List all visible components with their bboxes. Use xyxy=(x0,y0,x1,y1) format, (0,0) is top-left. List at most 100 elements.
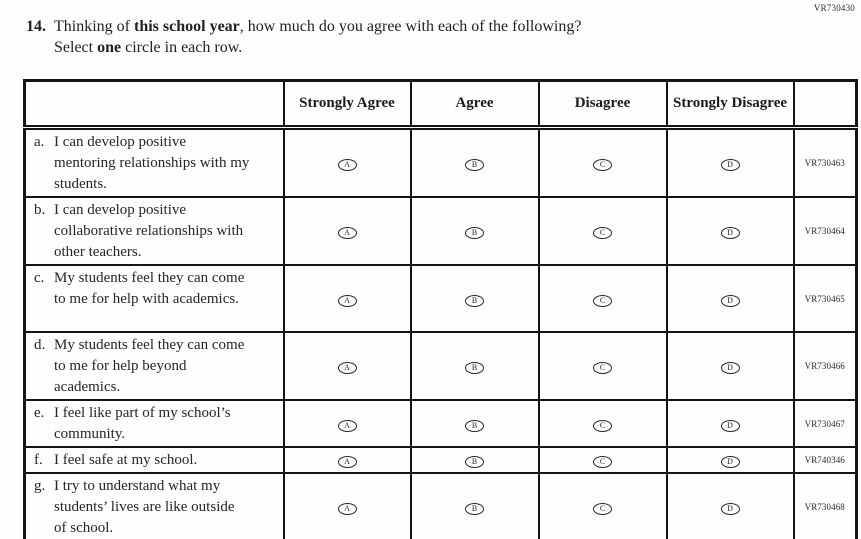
option-cell-agree: B xyxy=(409,399,540,448)
agreement-grid: Strongly Agree Agree Disagree Strongly D… xyxy=(23,79,858,539)
option-cell-strongly-disagree: D xyxy=(665,331,795,401)
option-cell-strongly-disagree: D xyxy=(665,399,795,448)
row-letter: a. xyxy=(34,134,45,150)
question-line1-plain2: , how much do you agree with each of the… xyxy=(239,18,582,35)
statement-cell: c. My students feel they can come to me … xyxy=(23,264,285,333)
header-disagree: Disagree xyxy=(537,79,668,130)
question-line2-plain2: circle in each row. xyxy=(121,39,243,56)
bubble-option-a[interactable]: A xyxy=(337,419,357,432)
question-text: Thinking of this school year, how much d… xyxy=(54,16,581,58)
bubble-option-b[interactable]: B xyxy=(465,294,484,307)
row-letter: e. xyxy=(34,405,45,421)
question-block: 14. Thinking of this school year, how mu… xyxy=(26,16,581,58)
row-letter: f. xyxy=(34,452,43,468)
statement-text: My students feel they can come to me for… xyxy=(54,270,245,307)
bubble-option-b[interactable]: B xyxy=(465,503,484,515)
question-line1-plain1: Thinking of xyxy=(54,18,134,35)
page-code: VR730430 xyxy=(813,3,855,13)
statement-text: I feel like part of my school’s communit… xyxy=(54,405,231,442)
option-cell-strongly-agree: A xyxy=(282,446,412,474)
option-cell-agree: B xyxy=(409,196,540,266)
code-header-cell xyxy=(792,79,858,130)
statement-cell: g. I try to understand what my students’… xyxy=(23,472,285,539)
bubble-option-c[interactable]: C xyxy=(593,503,612,515)
option-cell-strongly-agree: A xyxy=(282,472,412,539)
statement-text: I try to understand what my students’ li… xyxy=(54,478,235,536)
option-cell-disagree: C xyxy=(537,446,668,474)
bubble-option-c[interactable]: C xyxy=(593,159,612,171)
statement-text: I can develop positive mentoring relatio… xyxy=(54,134,250,192)
bubble-option-a[interactable]: A xyxy=(337,227,357,239)
bubble-option-a[interactable]: A xyxy=(337,456,357,468)
bubble-option-d[interactable]: D xyxy=(720,419,740,432)
table-row-c: c. My students feel they can come to me … xyxy=(23,264,858,333)
question-line2-bold: one xyxy=(97,39,122,56)
statement-cell: d. My students feel they can come to me … xyxy=(23,331,285,401)
option-cell-strongly-agree: A xyxy=(282,331,412,401)
bubble-option-b[interactable]: B xyxy=(465,159,484,171)
option-cell-agree: B xyxy=(409,331,540,401)
row-code: VR740346 xyxy=(792,446,858,474)
bubble-option-d[interactable]: D xyxy=(720,456,740,468)
statement-cell: a. I can develop positive mentoring rela… xyxy=(23,126,285,198)
option-cell-agree: B xyxy=(409,264,540,333)
statement-cell: f. I feel safe at my school. xyxy=(23,446,285,474)
option-cell-disagree: C xyxy=(537,264,668,333)
bubble-option-a[interactable]: A xyxy=(337,159,357,171)
option-cell-strongly-agree: A xyxy=(282,399,412,448)
option-cell-disagree: C xyxy=(537,126,668,198)
row-code: VR730467 xyxy=(792,399,858,448)
option-cell-strongly-disagree: D xyxy=(665,196,795,266)
bubble-option-b[interactable]: B xyxy=(465,362,484,374)
bubble-option-b[interactable]: B xyxy=(465,419,484,432)
statement-cell: b. I can develop positive collaborative … xyxy=(23,196,285,266)
bubble-option-d[interactable]: D xyxy=(720,227,740,239)
bubble-option-c[interactable]: C xyxy=(593,456,612,468)
bubble-option-a[interactable]: A xyxy=(337,294,357,307)
option-cell-strongly-agree: A xyxy=(282,264,412,333)
option-cell-strongly-disagree: D xyxy=(665,472,795,539)
bubble-option-d[interactable]: D xyxy=(720,503,740,515)
option-cell-disagree: C xyxy=(537,472,668,539)
option-cell-agree: B xyxy=(409,446,540,474)
option-cell-strongly-disagree: D xyxy=(665,126,795,198)
bubble-option-b[interactable]: B xyxy=(465,227,484,239)
header-strongly-agree: Strongly Agree xyxy=(282,79,412,130)
row-code: VR730464 xyxy=(792,196,858,266)
bubble-option-a[interactable]: A xyxy=(337,503,357,515)
bubble-option-c[interactable]: C xyxy=(593,419,612,432)
option-cell-agree: B xyxy=(409,472,540,539)
table-row-d: d. My students feel they can come to me … xyxy=(23,331,858,401)
bubble-option-d[interactable]: D xyxy=(720,362,740,374)
statement-text: I can develop positive collaborative rel… xyxy=(54,202,244,260)
question-line1-bold: this school year xyxy=(134,18,240,35)
bubble-option-c[interactable]: C xyxy=(593,227,612,239)
row-letter: d. xyxy=(34,337,46,353)
bubble-option-a[interactable]: A xyxy=(337,362,357,374)
bubble-option-c[interactable]: C xyxy=(593,294,612,307)
row-code: VR730466 xyxy=(792,331,858,401)
option-cell-disagree: C xyxy=(537,399,668,448)
row-letter: c. xyxy=(34,270,45,286)
bubble-option-c[interactable]: C xyxy=(593,362,612,374)
row-code: VR730468 xyxy=(792,472,858,539)
option-cell-strongly-disagree: D xyxy=(665,264,795,333)
table-row-f: f. I feel safe at my school. A B C D VR7… xyxy=(23,446,858,474)
question-line2-plain1: Select xyxy=(54,39,98,56)
row-letter: g. xyxy=(34,478,46,494)
header-strongly-disagree: Strongly Disagree xyxy=(665,79,795,130)
bubble-option-d[interactable]: D xyxy=(720,159,740,171)
statement-header-cell xyxy=(23,79,285,130)
question-number: 14. xyxy=(26,18,46,35)
bubble-option-d[interactable]: D xyxy=(720,294,740,307)
option-cell-strongly-disagree: D xyxy=(665,446,795,474)
option-cell-strongly-agree: A xyxy=(282,196,412,266)
row-code: VR730465 xyxy=(792,264,858,333)
statement-cell: e. I feel like part of my school’s commu… xyxy=(23,399,285,448)
header-agree: Agree xyxy=(409,79,540,130)
row-code: VR730463 xyxy=(792,126,858,198)
table-row-g: g. I try to understand what my students’… xyxy=(23,472,858,539)
bubble-option-b[interactable]: B xyxy=(465,456,484,468)
table-row-a: a. I can develop positive mentoring rela… xyxy=(23,126,858,198)
table-row-b: b. I can develop positive collaborative … xyxy=(23,196,858,266)
